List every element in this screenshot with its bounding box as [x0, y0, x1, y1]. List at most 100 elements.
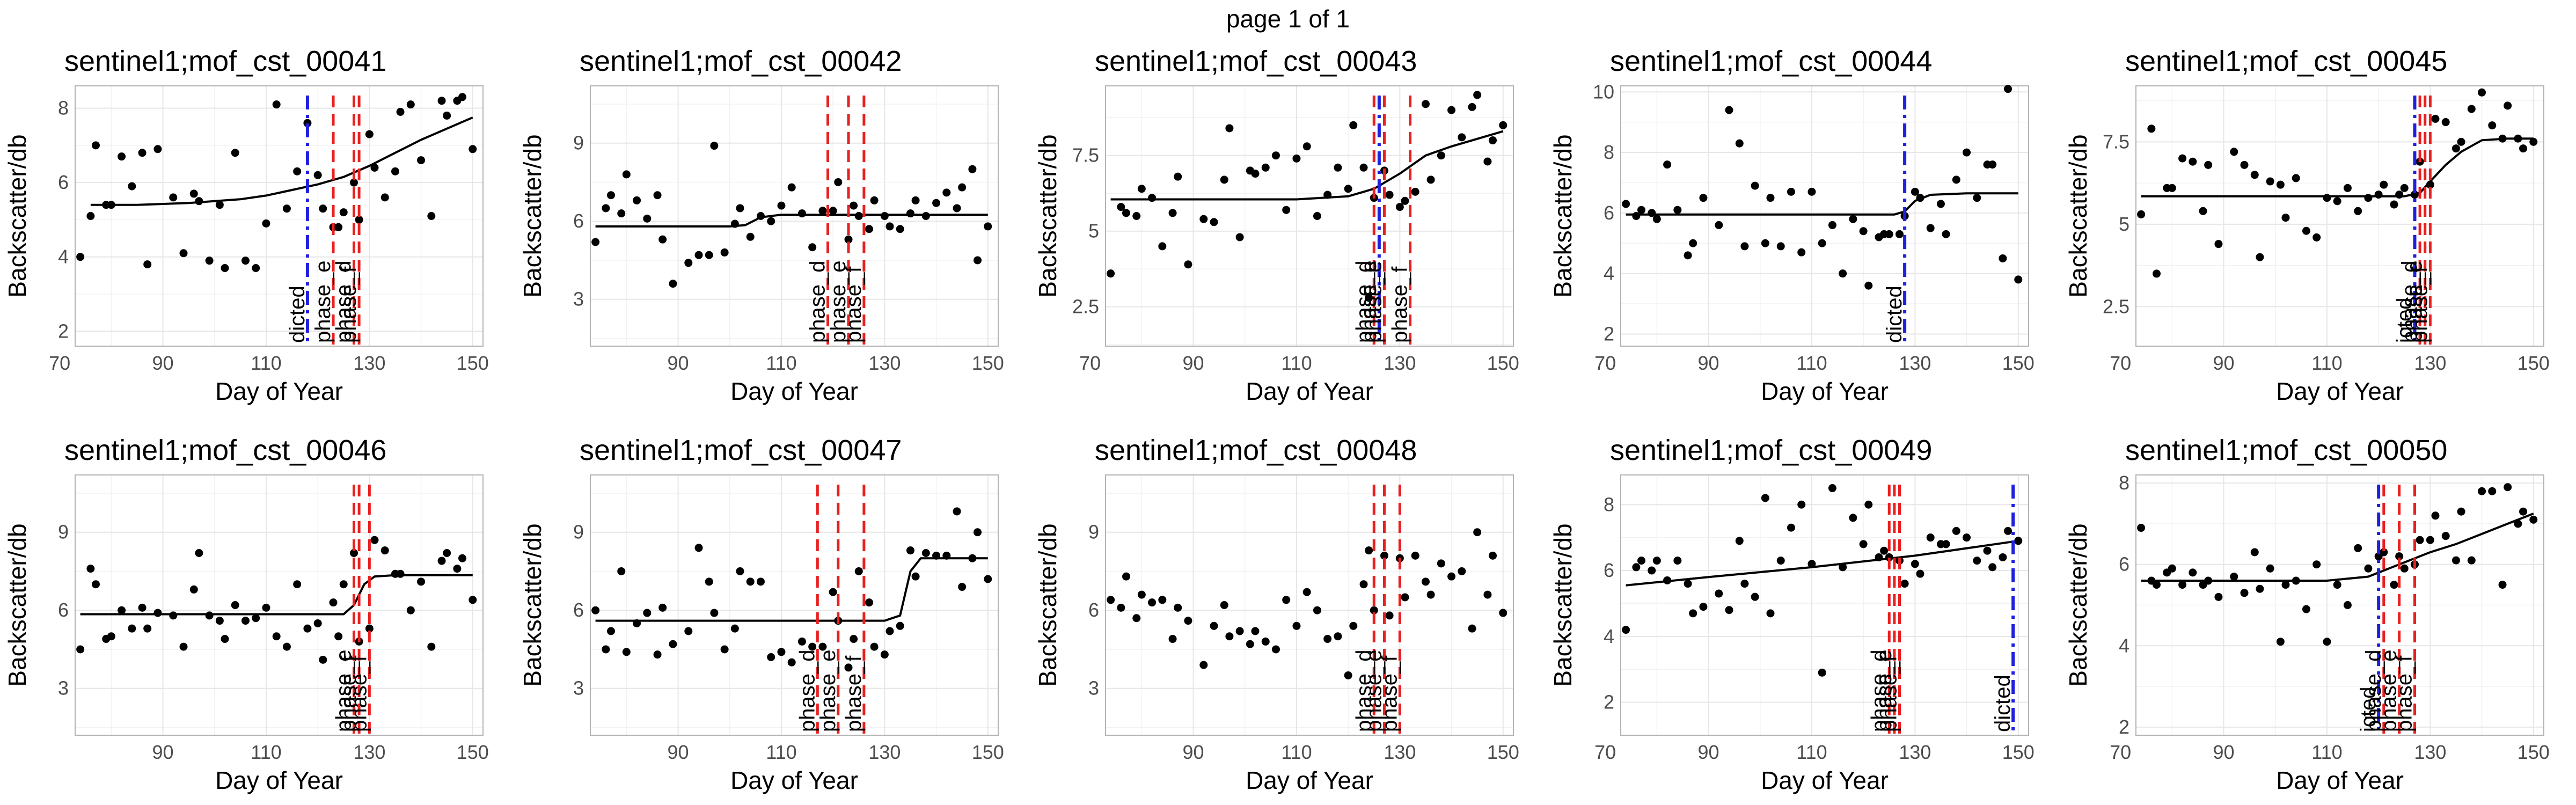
- x-tick-label: 110: [2311, 741, 2342, 763]
- data-point: [1699, 603, 1708, 611]
- x-tick-label: 130: [2414, 741, 2446, 763]
- data-point: [2137, 524, 2146, 532]
- data-point: [179, 249, 188, 258]
- data-point: [2504, 483, 2512, 492]
- data-point: [1483, 157, 1492, 166]
- data-point: [2266, 177, 2274, 186]
- data-point: [1673, 206, 1682, 214]
- data-point: [1999, 254, 2007, 262]
- data-point: [880, 650, 889, 659]
- data-point: [1766, 609, 1775, 618]
- data-point: [2152, 269, 2161, 278]
- data-point: [241, 617, 250, 625]
- data-point: [1458, 567, 1466, 575]
- phase-label: phase_d: [1352, 261, 1375, 343]
- fit-curve: [90, 116, 473, 206]
- data-point: [313, 619, 322, 627]
- phase-label: phase_f: [347, 655, 371, 732]
- y-tick-label: 5: [2119, 213, 2129, 235]
- data-point: [1323, 191, 1332, 199]
- data-point: [591, 606, 600, 614]
- y-tick-label: 4: [1604, 625, 1614, 647]
- data-point: [1137, 590, 1146, 599]
- data-point: [2390, 200, 2398, 209]
- data-point: [1473, 528, 1482, 537]
- data-point: [2302, 605, 2310, 613]
- data-point: [1735, 139, 1744, 148]
- phase-label: phase_f: [842, 266, 866, 343]
- data-point: [932, 199, 941, 207]
- x-tick-label: 110: [766, 741, 796, 763]
- y-tick-label: 2: [1604, 323, 1614, 345]
- data-point: [1365, 546, 1373, 555]
- data-point: [2214, 592, 2223, 601]
- data-point: [1818, 668, 1826, 677]
- data-point: [1963, 533, 1971, 542]
- x-axis-label: Day of Year: [1246, 377, 1373, 405]
- data-point: [602, 204, 610, 213]
- data-point: [1499, 121, 1507, 129]
- data-point: [1916, 569, 1924, 578]
- data-point: [1132, 614, 1141, 623]
- data-point: [694, 251, 703, 259]
- data-point: [215, 617, 224, 625]
- x-axis-label: Day of Year: [1761, 377, 1889, 405]
- data-point: [932, 551, 941, 560]
- x-tick-label: 90: [152, 352, 174, 374]
- data-point: [710, 142, 719, 150]
- data-point: [1652, 215, 1661, 223]
- data-point: [730, 624, 739, 633]
- data-point: [984, 575, 992, 583]
- x-tick-label: 130: [868, 741, 901, 763]
- data-point: [1632, 212, 1641, 220]
- data-point: [365, 130, 374, 138]
- data-point: [1302, 588, 1311, 596]
- y-tick-label: 8: [1604, 141, 1614, 163]
- phase-label: phase_e: [1362, 650, 1386, 732]
- data-point: [86, 212, 95, 220]
- data-point: [2292, 174, 2300, 182]
- data-point: [643, 609, 652, 617]
- data-point: [1370, 606, 1378, 614]
- y-axis-label: Backscatter/db: [518, 134, 546, 297]
- x-tick-label: 70: [2110, 352, 2131, 374]
- data-point: [1292, 154, 1301, 163]
- data-point: [1911, 560, 1919, 568]
- data-point: [2312, 233, 2321, 241]
- y-axis-label: Backscatter/db: [518, 523, 546, 686]
- data-point: [756, 212, 765, 220]
- data-point: [653, 650, 662, 659]
- data-point: [417, 156, 426, 165]
- data-point: [1282, 596, 1291, 604]
- x-tick-label: 90: [1183, 741, 1204, 763]
- data-point: [653, 191, 662, 200]
- data-point: [2478, 487, 2486, 495]
- data-point: [118, 152, 126, 161]
- phase-label: phase_f: [842, 655, 866, 732]
- data-point: [282, 204, 291, 213]
- x-tick-label: 70: [1594, 352, 1616, 374]
- data-point: [1137, 185, 1146, 193]
- data-point: [319, 204, 327, 213]
- data-point: [1359, 163, 1368, 172]
- panel-border: [2135, 85, 2544, 347]
- data-point: [606, 191, 615, 200]
- data-point: [921, 549, 930, 557]
- x-tick-label: 130: [1384, 741, 1416, 763]
- data-point: [2354, 544, 2362, 552]
- data-point: [1807, 187, 1816, 196]
- data-point: [2152, 581, 2161, 589]
- data-point: [2230, 148, 2238, 156]
- x-tick-label: 70: [1079, 352, 1101, 374]
- data-point: [1168, 635, 1177, 643]
- data-point: [1349, 121, 1358, 129]
- data-point: [2514, 519, 2522, 528]
- data-point: [143, 260, 152, 269]
- data-point: [906, 546, 914, 555]
- data-point: [844, 235, 853, 244]
- data-point: [437, 557, 446, 565]
- data-point: [1828, 221, 1836, 229]
- data-point: [2374, 191, 2383, 199]
- phase-label: phase_d: [2362, 650, 2385, 732]
